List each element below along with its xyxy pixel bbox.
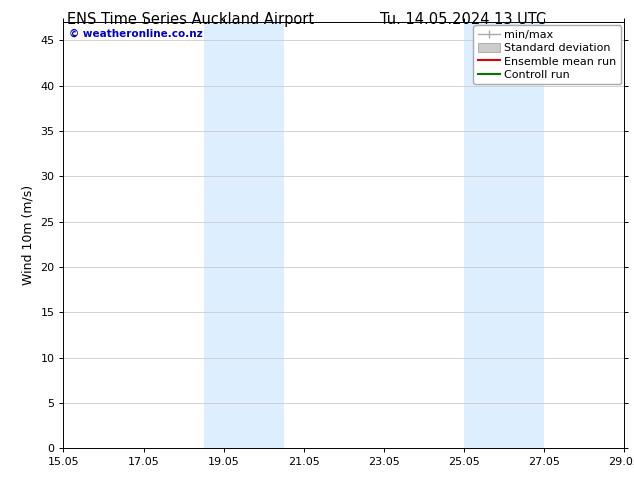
- Text: © weatheronline.co.nz: © weatheronline.co.nz: [69, 28, 203, 38]
- Text: Tu. 14.05.2024 13 UTC: Tu. 14.05.2024 13 UTC: [380, 12, 546, 27]
- Legend: min/max, Standard deviation, Ensemble mean run, Controll run: min/max, Standard deviation, Ensemble me…: [474, 25, 621, 84]
- Bar: [464, 22, 545, 448]
- Text: ENS Time Series Auckland Airport: ENS Time Series Auckland Airport: [67, 12, 314, 27]
- Bar: [204, 22, 284, 448]
- Y-axis label: Wind 10m (m/s): Wind 10m (m/s): [22, 185, 35, 285]
